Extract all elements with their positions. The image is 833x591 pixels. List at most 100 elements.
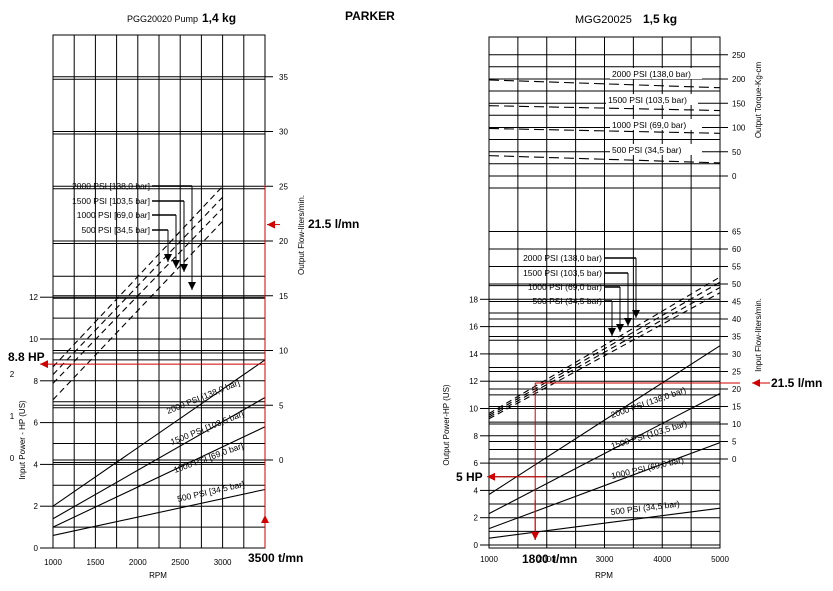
hp-tick-label: 0 <box>474 541 479 550</box>
torque-axis-label: Output Torque-Kg-cm <box>754 62 763 139</box>
speed-annotation: 1800 t/mn <box>522 552 577 566</box>
torque-label-bg <box>606 94 698 105</box>
torque-curve-label: 1500 PSI (103,5 bar) <box>608 95 687 105</box>
x-tick-label: 5000 <box>711 555 729 564</box>
x-tick-label: 2500 <box>171 558 189 567</box>
flow-marker-arrow-head <box>752 379 760 387</box>
left-model-title: PGG20020 Pump <box>127 14 198 24</box>
hp-tick-label: 14 <box>469 350 478 359</box>
right-motor-chart: 1000 2000 3000 4000 5000RPM02468101214161805… <box>442 36 822 580</box>
torque-tick-label: 50 <box>732 148 741 157</box>
hp-tick-label: 18 <box>469 295 478 304</box>
torque-curve <box>488 79 721 89</box>
torque-tick-label: 100 <box>732 124 746 133</box>
power-curve <box>488 392 721 515</box>
power-curve <box>52 426 266 528</box>
x-tick-label: 1000 <box>44 558 62 567</box>
x-tick-label: 1000 <box>480 555 498 564</box>
kw-tick-label: 1 <box>10 412 15 421</box>
flow-legend-item: 500 PSI (34,5 bar) <box>533 296 603 306</box>
flow-tick-label: 0 <box>279 456 284 465</box>
hp-tick-label: 10 <box>29 335 38 344</box>
x-tick-label: 3000 <box>596 555 614 564</box>
flow-legend-item: 1500 PSI [103,5 bar] <box>72 196 150 206</box>
flow-annotation: 21.5 l/mn <box>771 376 822 390</box>
flow-curve <box>52 196 223 375</box>
hp-tick-label: 16 <box>469 323 478 332</box>
torque-curve-label: 1000 PSI (69,0 bar) <box>612 120 686 130</box>
torque-tick-label: 200 <box>732 75 746 84</box>
x-tick-label: 2000 <box>129 558 147 567</box>
torque-tick-label: 150 <box>732 99 746 108</box>
power-curve <box>52 488 266 536</box>
flow-tick-label: 55 <box>732 263 741 272</box>
hp-tick-label: 6 <box>474 459 479 468</box>
flow-tick-label: 25 <box>732 368 741 377</box>
flow-tick-label: 5 <box>732 438 737 447</box>
flow-legend-arrow-head <box>164 254 172 262</box>
flow-tick-label: 30 <box>732 350 741 359</box>
kw-tick-label: 2 <box>10 370 15 379</box>
hp-tick-label: 8 <box>34 377 39 386</box>
x-axis-label: RPM <box>149 571 167 580</box>
flow-axis-label: Input Flow-liters/min. <box>754 298 763 372</box>
torque-curve <box>488 127 721 134</box>
flow-curve <box>488 281 721 416</box>
flow-curve <box>488 276 721 414</box>
torque-label-bg <box>610 68 702 79</box>
right-weight-title: 1,5 kg <box>643 12 677 26</box>
hp-tick-label: 10 <box>469 405 478 414</box>
flow-tick-label: 40 <box>732 315 741 324</box>
hp-marker-arrow-head <box>487 472 495 481</box>
power-curve <box>488 507 721 539</box>
flow-tick-label: 30 <box>279 128 288 137</box>
power-curve-label: 500 PSI [34,5 bar] <box>176 479 245 504</box>
x-tick-label: 3000 <box>214 558 232 567</box>
flow-tick-label: 20 <box>732 385 741 394</box>
flow-tick-label: 50 <box>732 280 741 289</box>
rpm-marker-arrow-head <box>531 532 540 540</box>
hp-tick-label: 12 <box>29 293 38 302</box>
hp-annotation: 5 HP <box>456 470 483 484</box>
flow-curve <box>52 220 223 401</box>
power-curve <box>488 345 721 495</box>
x-axis-label: RPM <box>595 571 613 580</box>
x-tick-label: 2000 <box>538 555 556 564</box>
flow-tick-label: 35 <box>732 333 741 342</box>
power-curve-label: 1000 PSI [69,0 bar] <box>172 440 244 474</box>
x-tick-label: 1500 <box>87 558 105 567</box>
power-curve-label: 2000 PSI [138,0 bar] <box>165 377 241 415</box>
left-weight-title: 1,4 kg <box>202 11 236 25</box>
hp-tick-label: 2 <box>474 514 479 523</box>
x-tick-label: 4000 <box>653 555 671 564</box>
power-curve-label: 2000 PSI (138,0 bar) <box>609 385 687 420</box>
flow-tick-label: 15 <box>279 292 288 301</box>
flow-legend-arrow-head <box>608 328 616 336</box>
flow-legend-item: 500 PSI [34,5 bar] <box>81 225 150 235</box>
flow-legend-item: 2000 PSI (138,0 bar) <box>523 253 602 263</box>
torque-tick-label: 250 <box>732 51 746 60</box>
flow-tick-label: 25 <box>279 182 288 191</box>
hp-axis-label: Output Power-HP (US) <box>442 384 451 466</box>
flow-curve <box>488 292 721 420</box>
flow-annotation: 21.5 l/mn <box>308 217 359 231</box>
flow-tick-label: 60 <box>732 245 741 254</box>
flow-legend-item: 1000 PSI [69,0 bar] <box>77 210 150 220</box>
hp-tick-label: 6 <box>34 419 39 428</box>
flow-legend-arrow-head <box>180 264 188 272</box>
rpm-marker-arrow-head <box>261 515 269 523</box>
flow-curve <box>52 185 224 368</box>
flow-legend-item: 2000 PSI [138,0 bar] <box>72 181 150 191</box>
left-pump-chart: 1000 1500 2000 2500 3000RPM02468101201205101… <box>8 34 359 580</box>
hp-tick-label: 4 <box>474 486 479 495</box>
flow-tick-label: 20 <box>279 237 288 246</box>
flow-tick-label: 35 <box>279 73 288 82</box>
hp-tick-label: 8 <box>474 432 479 441</box>
flow-curve <box>488 287 721 418</box>
torque-tick-label: 0 <box>732 172 737 181</box>
torque-label-bg <box>610 144 702 155</box>
flow-tick-label: 15 <box>732 403 741 412</box>
flow-legend-item: 1500 PSI (103,5 bar) <box>523 268 602 278</box>
power-curve <box>488 442 721 530</box>
